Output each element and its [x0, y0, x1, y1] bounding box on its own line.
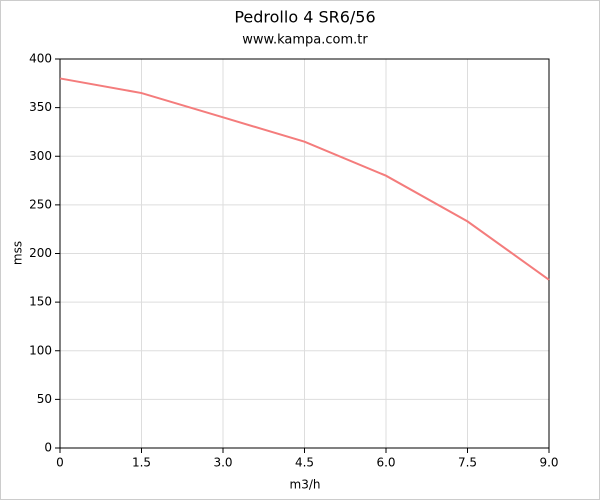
chart-subtitle: www.kampa.com.tr: [242, 33, 368, 48]
line: [59, 77, 550, 281]
plot-border: [59, 58, 550, 449]
y-tick-label: 150: [29, 295, 52, 309]
x-tick-label: 6.0: [376, 456, 395, 470]
y-tick-label: 50: [37, 392, 52, 406]
x-tick-label: 4.5: [295, 456, 314, 470]
x-tick-label: 1.5: [132, 456, 151, 470]
y-tick-label: 250: [29, 197, 52, 211]
y-tick-label: 300: [29, 149, 52, 163]
x-tick-label: 7.5: [458, 456, 477, 470]
chart-title: Pedrollo 4 SR6/56: [234, 8, 375, 27]
y-tick-label: 0: [44, 441, 52, 455]
y-tick-label: 350: [29, 100, 52, 114]
y-tick-label: 400: [29, 52, 52, 66]
x-tick-label: 0: [56, 456, 64, 470]
y-axis-label: mss: [11, 241, 25, 265]
x-tick-label: 9.0: [539, 456, 558, 470]
x-tick-label: 3.0: [213, 456, 232, 470]
y-tick-label: 200: [29, 246, 52, 260]
y-tick-label: 100: [29, 343, 52, 357]
x-axis-label: m3/h: [290, 478, 321, 492]
